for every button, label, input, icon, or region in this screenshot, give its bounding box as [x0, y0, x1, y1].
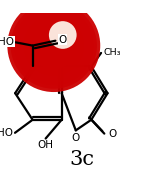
Circle shape	[43, 35, 64, 56]
Text: CH₃: CH₃	[103, 48, 120, 57]
Circle shape	[49, 21, 77, 49]
Circle shape	[14, 6, 94, 86]
Text: HO: HO	[0, 36, 14, 46]
Circle shape	[37, 29, 71, 63]
Circle shape	[24, 15, 84, 76]
Text: OH: OH	[38, 140, 54, 150]
Circle shape	[20, 12, 87, 79]
Circle shape	[30, 22, 77, 69]
Circle shape	[7, 0, 100, 92]
Circle shape	[27, 19, 81, 73]
Text: O: O	[72, 133, 80, 143]
Circle shape	[40, 32, 68, 60]
Circle shape	[11, 2, 97, 89]
Text: O: O	[58, 35, 67, 45]
Circle shape	[17, 9, 90, 82]
Circle shape	[33, 25, 74, 66]
Text: O: O	[108, 129, 116, 139]
Text: HO: HO	[0, 128, 13, 138]
Text: 3c: 3c	[69, 150, 94, 170]
